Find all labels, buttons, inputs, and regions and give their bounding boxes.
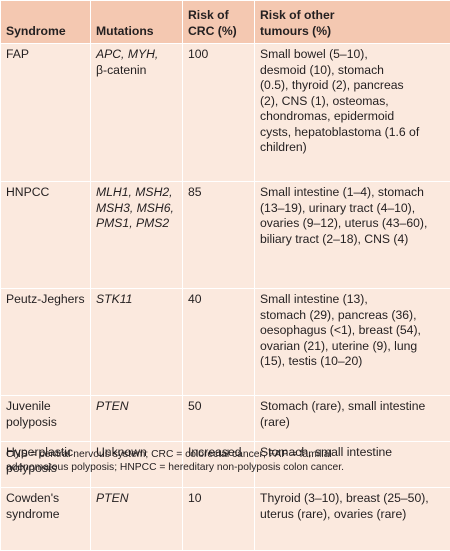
syndrome-text: HNPCC (6, 185, 86, 201)
mutations-cell: STK11 (91, 289, 183, 396)
header-syndrome-text: Syndrome (6, 24, 86, 40)
crc-risk-cell: 10 (183, 488, 255, 551)
crc-risk-value: 50 (188, 399, 202, 413)
other-risk-line: ovarian (21), uterine (9), lung (260, 339, 446, 355)
footnote-line: CNS = central nervous system; CRC = colo… (6, 448, 446, 461)
header-crc-risk: Risk of CRC (%) (183, 1, 255, 44)
syndrome-cell: HNPCC (1, 182, 91, 289)
other-risk-line: stomach (29), pancreas (36), (260, 308, 446, 324)
other-risk-line: Small intestine (13), (260, 292, 446, 308)
other-risk-line: biliary tract (2–18), CNS (4) (260, 232, 446, 248)
mutation-line: β-catenin (96, 63, 178, 79)
other-risk-line: (2), CNS (1), osteomas, (260, 94, 446, 110)
other-risk-cell: Thyroid (3–10), breast (25–50), uterus (… (255, 488, 450, 551)
other-risk-line: ovaries (9–12), uterus (43–60), (260, 216, 446, 232)
crc-risk-value: 100 (188, 47, 208, 61)
syndrome-text: FAP (6, 47, 86, 63)
header-mutations-text: Mutations (96, 24, 178, 40)
syndrome-text: Cowden's (6, 491, 86, 507)
mutation-line: PMS1, PMS2 (96, 216, 178, 232)
other-risk-line: chondromas, epidermoid (260, 109, 446, 125)
crc-risk-value: 40 (188, 292, 202, 306)
mutation-line: APC, MYH, (96, 47, 178, 63)
other-risk-line: Thyroid (3–10), breast (25–50), (260, 491, 446, 507)
syndrome-text: syndrome (6, 507, 86, 523)
other-risk-line: (0.5), thyroid (2), pancreas (260, 78, 446, 94)
crc-risk-cell: 40 (183, 289, 255, 396)
header-mutations: Mutations (91, 1, 183, 44)
crc-risk-cell: 50 (183, 396, 255, 442)
other-risk-line: (15), testis (10–20) (260, 354, 446, 370)
mutations-cell: PTEN (91, 488, 183, 551)
syndrome-cell: Cowden's syndrome (1, 488, 91, 551)
syndrome-cell: Peutz-Jeghers (1, 289, 91, 396)
mutation-line: PTEN (96, 399, 178, 415)
mutation-line: STK11 (96, 292, 178, 308)
table-row: Juvenile polyposis PTEN 50 Stomach (rare… (1, 396, 450, 442)
table-row: Cowden's syndrome PTEN 10 Thyroid (3–10)… (1, 488, 450, 551)
header-crc-line: CRC (%) (188, 24, 250, 40)
other-risk-line: Small intestine (1–4), stomach (260, 185, 446, 201)
other-risk-cell: Small intestine (1–4), stomach (13–19), … (255, 182, 450, 289)
other-risk-cell: Small bowel (5–10), desmoid (10), stomac… (255, 44, 450, 182)
mutation-line: MLH1, MSH2, (96, 185, 178, 201)
syndrome-text: Peutz-Jeghers (6, 292, 86, 308)
other-risk-line: desmoid (10), stomach (260, 63, 446, 79)
other-risk-cell: Stomach (rare), small intestine (rare) (255, 396, 450, 442)
table-row: FAP APC, MYH, β-catenin 100 Small bowel … (1, 44, 450, 182)
crc-risk-cell: 100 (183, 44, 255, 182)
header-syndrome: Syndrome (1, 1, 91, 44)
table-footnote: CNS = central nervous system; CRC = colo… (6, 448, 446, 474)
other-risk-line: children) (260, 140, 446, 156)
other-risk-line: (rare) (260, 415, 446, 431)
other-risk-line: Stomach (rare), small intestine (260, 399, 446, 415)
document-page: Syndrome Mutations Risk of CRC (%) Risk … (0, 0, 450, 484)
other-risk-line: oesophagus (<1), breast (54), (260, 323, 446, 339)
mutations-cell: MLH1, MSH2, MSH3, MSH6, PMS1, PMS2 (91, 182, 183, 289)
footnote-line: adenomatous polyposis; HNPCC = hereditar… (6, 461, 446, 474)
mutations-cell: APC, MYH, β-catenin (91, 44, 183, 182)
header-other-risk: Risk of other tumours (%) (255, 1, 450, 44)
syndrome-cell: FAP (1, 44, 91, 182)
crc-risk-value: 10 (188, 491, 202, 505)
other-risk-line: cysts, hepatoblastoma (1.6 of (260, 125, 446, 141)
mutation-line: PTEN (96, 491, 178, 507)
header-crc-line: Risk of (188, 8, 250, 24)
mutations-cell: PTEN (91, 396, 183, 442)
other-risk-cell: Small intestine (13), stomach (29), panc… (255, 289, 450, 396)
table-row: HNPCC MLH1, MSH2, MSH3, MSH6, PMS1, PMS2… (1, 182, 450, 289)
crc-risk-cell: 85 (183, 182, 255, 289)
mutation-line: MSH3, MSH6, (96, 201, 178, 217)
table-row: Peutz-Jeghers STK11 40 Small intestine (… (1, 289, 450, 396)
other-risk-line: Small bowel (5–10), (260, 47, 446, 63)
syndrome-text: polyposis (6, 415, 86, 431)
header-other-line: tumours (%) (260, 24, 446, 40)
header-row: Syndrome Mutations Risk of CRC (%) Risk … (1, 1, 450, 44)
other-risk-line: uterus (rare), ovaries (rare) (260, 507, 446, 523)
table-header: Syndrome Mutations Risk of CRC (%) Risk … (1, 1, 450, 44)
syndrome-cell: Juvenile polyposis (1, 396, 91, 442)
crc-risk-value: 85 (188, 185, 202, 199)
other-risk-line: (13–19), urinary tract (4–10), (260, 201, 446, 217)
syndrome-text: Juvenile (6, 399, 86, 415)
header-other-line: Risk of other (260, 8, 446, 24)
